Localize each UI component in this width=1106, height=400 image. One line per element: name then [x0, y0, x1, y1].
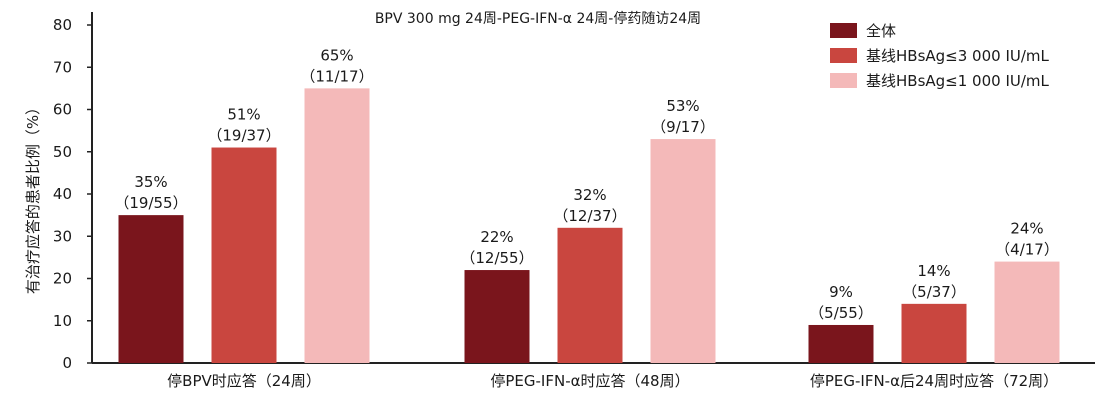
y-tick-label: 10: [53, 312, 72, 330]
bar-percent-label: 53%: [666, 97, 699, 115]
bar: [304, 88, 370, 363]
bar-percent-label: 9%: [829, 283, 853, 301]
bar: [557, 227, 623, 363]
bar-fraction-label: （19/55）: [114, 194, 187, 212]
legend-label: 全体: [866, 22, 896, 40]
legend-swatch: [830, 48, 857, 63]
bar-fraction-label: （12/37）: [553, 207, 626, 225]
bar-fraction-label: （9/17）: [651, 118, 715, 136]
bars: 停BPV时应答（24周） 35% （19/55） 51% （19/37） 65% （11/1…: [114, 46, 1060, 390]
bar: [211, 147, 277, 363]
bar-fraction-label: （19/37）: [207, 127, 280, 145]
x-category-label: 停PEG-IFN-α后24周时应答（72周）: [810, 372, 1058, 390]
legend-label: 基线HBsAg≤1 000 IU/mL: [866, 72, 1050, 90]
legend-label: 基线HBsAg≤3 000 IU/mL: [866, 47, 1050, 65]
bar: [650, 139, 716, 363]
bar: [118, 215, 184, 363]
y-tick-label: 40: [53, 185, 72, 203]
bar-percent-label: 32%: [573, 186, 606, 204]
legend-swatch: [830, 73, 857, 88]
bar-percent-label: 51%: [227, 106, 260, 124]
y-tick-label: 20: [53, 270, 72, 288]
bar-fraction-label: （5/37）: [902, 283, 966, 301]
chart-title: BPV 300 mg 24周-PEG-IFN-α 24周-停药随访24周: [375, 10, 701, 27]
bar: [901, 303, 967, 363]
y-axis-label: 有治疗应答的患者比例（%）: [24, 100, 42, 294]
bar-fraction-label: （5/55）: [809, 304, 873, 322]
bar-percent-label: 14%: [917, 262, 950, 280]
x-category-label: 停PEG-IFN-α时应答（48周）: [490, 372, 689, 390]
legend-swatch: [830, 23, 857, 38]
bar-fraction-label: （4/17）: [995, 241, 1059, 259]
y-tick-label: 30: [53, 227, 72, 245]
y-tick-label: 0: [62, 354, 72, 372]
bar: [994, 261, 1060, 363]
bar-percent-label: 65%: [320, 46, 353, 64]
y-tick-label: 50: [53, 143, 72, 161]
x-category-label: 停BPV时应答（24周）: [167, 372, 321, 390]
bar-percent-label: 24%: [1010, 220, 1043, 238]
bar-fraction-label: （11/17）: [300, 67, 373, 85]
y-tick-label: 60: [53, 101, 72, 119]
y-tick-label: 80: [53, 16, 72, 34]
bar: [808, 324, 874, 363]
bar: [464, 270, 530, 363]
bar-fraction-label: （12/55）: [460, 249, 533, 267]
bar-percent-label: 22%: [480, 228, 513, 246]
bar-percent-label: 35%: [134, 173, 167, 191]
y-tick-label: 70: [53, 58, 72, 76]
